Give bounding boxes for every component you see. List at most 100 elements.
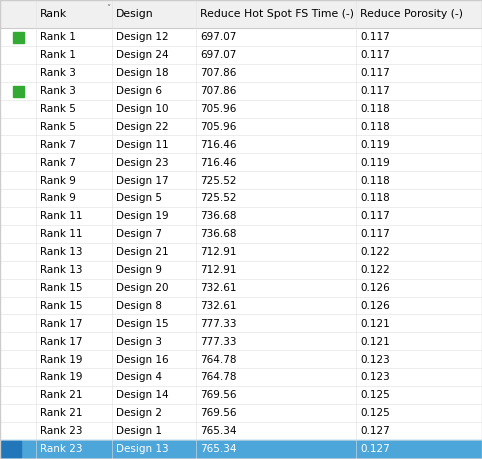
Text: 0.117: 0.117: [360, 86, 390, 96]
Text: Rank 23: Rank 23: [40, 426, 82, 436]
Text: Rank 11: Rank 11: [40, 211, 82, 221]
Text: 725.52: 725.52: [200, 193, 237, 203]
Text: Rank 5: Rank 5: [40, 122, 76, 132]
Text: 0.117: 0.117: [360, 50, 390, 60]
Bar: [0, 0, 482, 28]
Text: 0.126: 0.126: [360, 283, 390, 293]
Bar: [0, 28, 482, 46]
Bar: [0, 404, 482, 422]
Text: Rank 9: Rank 9: [40, 175, 76, 185]
Text: 707.86: 707.86: [200, 86, 236, 96]
Text: 0.117: 0.117: [360, 211, 390, 221]
Text: 0.118: 0.118: [360, 104, 390, 114]
Text: 0.118: 0.118: [360, 175, 390, 185]
Text: 705.96: 705.96: [200, 104, 236, 114]
Bar: [0, 46, 482, 64]
Text: Design: Design: [116, 9, 154, 19]
Bar: [0, 332, 482, 350]
Text: 769.56: 769.56: [200, 390, 237, 400]
Text: Design 13: Design 13: [116, 444, 169, 454]
Text: 777.33: 777.33: [200, 336, 237, 347]
Text: Rank 11: Rank 11: [40, 229, 82, 239]
Bar: [0, 297, 482, 314]
Text: Design 18: Design 18: [116, 68, 169, 78]
Bar: [0, 350, 482, 368]
Bar: [0, 368, 482, 386]
Text: 0.123: 0.123: [360, 354, 390, 364]
Text: 0.122: 0.122: [360, 247, 390, 257]
Text: 0.122: 0.122: [360, 265, 390, 275]
Bar: [0, 440, 482, 458]
Text: Design 20: Design 20: [116, 283, 169, 293]
Text: Design 2: Design 2: [116, 408, 162, 418]
Text: 697.07: 697.07: [200, 50, 236, 60]
Text: Rank 13: Rank 13: [40, 265, 82, 275]
Text: 0.127: 0.127: [360, 444, 390, 454]
Text: 0.117: 0.117: [360, 32, 390, 42]
Bar: [0, 135, 482, 153]
Bar: [0, 118, 482, 135]
Text: 0.119: 0.119: [360, 157, 390, 168]
Bar: [0, 207, 482, 225]
Text: 712.91: 712.91: [200, 247, 237, 257]
Text: 777.33: 777.33: [200, 319, 237, 329]
Text: Rank 3: Rank 3: [40, 86, 76, 96]
Bar: [0, 243, 482, 261]
Text: 716.46: 716.46: [200, 140, 237, 150]
Text: Design 22: Design 22: [116, 122, 169, 132]
Text: Design 24: Design 24: [116, 50, 169, 60]
Text: Rank 9: Rank 9: [40, 193, 76, 203]
Text: 0.118: 0.118: [360, 193, 390, 203]
Bar: [0, 314, 482, 332]
Text: Rank 17: Rank 17: [40, 319, 82, 329]
Text: Design 5: Design 5: [116, 193, 162, 203]
Text: Design 6: Design 6: [116, 86, 162, 96]
Text: Design 8: Design 8: [116, 301, 162, 311]
Text: 769.56: 769.56: [200, 408, 237, 418]
Text: Design 9: Design 9: [116, 265, 162, 275]
Bar: [0, 386, 482, 404]
Bar: [0, 422, 482, 440]
Text: 0.121: 0.121: [360, 319, 390, 329]
Text: 736.68: 736.68: [200, 229, 237, 239]
Text: Design 17: Design 17: [116, 175, 169, 185]
Bar: [0, 261, 482, 279]
Text: 716.46: 716.46: [200, 157, 237, 168]
Text: Design 4: Design 4: [116, 372, 162, 382]
Text: ˅: ˅: [106, 4, 110, 12]
Text: Rank 5: Rank 5: [40, 104, 76, 114]
Text: Rank 13: Rank 13: [40, 247, 82, 257]
Bar: [0, 100, 482, 118]
Text: Design 21: Design 21: [116, 247, 169, 257]
Bar: [0, 82, 482, 100]
Text: Design 7: Design 7: [116, 229, 162, 239]
Text: Rank 7: Rank 7: [40, 157, 76, 168]
Text: Rank 7: Rank 7: [40, 140, 76, 150]
Text: Rank 21: Rank 21: [40, 408, 82, 418]
Text: Design 3: Design 3: [116, 336, 162, 347]
Bar: [13, 32, 24, 43]
Text: 0.127: 0.127: [360, 426, 390, 436]
Text: Rank 21: Rank 21: [40, 390, 82, 400]
Text: Design 11: Design 11: [116, 140, 169, 150]
Text: 765.34: 765.34: [200, 426, 237, 436]
Text: Rank 15: Rank 15: [40, 283, 82, 293]
Text: 732.61: 732.61: [200, 301, 237, 311]
Text: Rank: Rank: [40, 9, 67, 19]
Text: Reduce Porosity (-): Reduce Porosity (-): [360, 9, 463, 19]
Text: Design 23: Design 23: [116, 157, 169, 168]
Text: Rank 15: Rank 15: [40, 301, 82, 311]
Text: 0.123: 0.123: [360, 372, 390, 382]
Bar: [1, 442, 21, 457]
Text: 697.07: 697.07: [200, 32, 236, 42]
Text: Rank 19: Rank 19: [40, 354, 82, 364]
Text: 0.125: 0.125: [360, 390, 390, 400]
Text: Rank 17: Rank 17: [40, 336, 82, 347]
Text: Rank 23: Rank 23: [40, 444, 82, 454]
Bar: [0, 153, 482, 171]
Bar: [0, 279, 482, 297]
Bar: [0, 189, 482, 207]
Text: 0.125: 0.125: [360, 408, 390, 418]
Text: Rank 3: Rank 3: [40, 68, 76, 78]
Bar: [13, 85, 24, 96]
